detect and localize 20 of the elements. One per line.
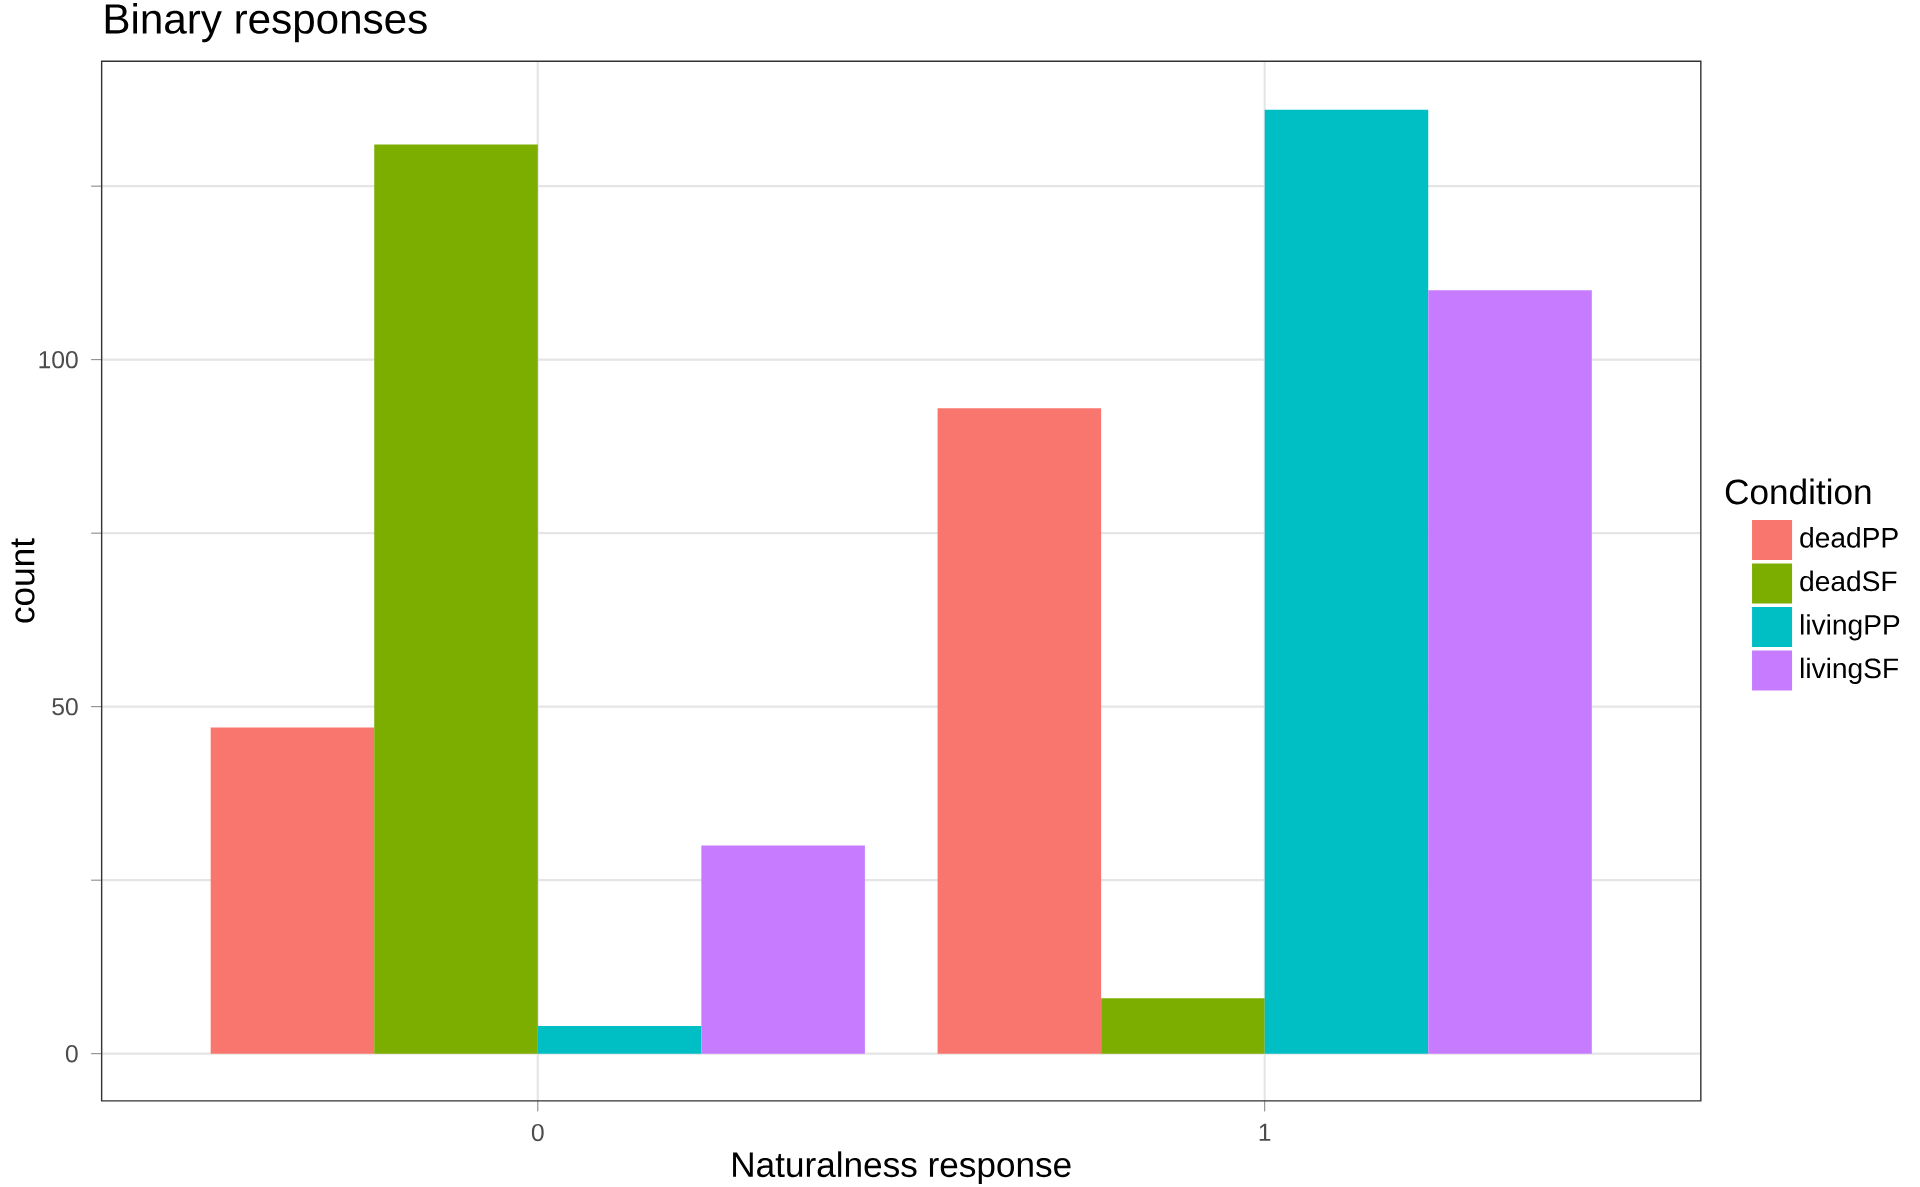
bar <box>1428 290 1592 1054</box>
legend-label: livingPP <box>1800 614 1900 641</box>
y-axis-title: count <box>11 538 35 623</box>
legend-label: deadPP <box>1800 527 1898 548</box>
legend-label: livingSF <box>1800 657 1898 685</box>
chart-title: Binary responses <box>105 3 427 43</box>
bar <box>374 144 538 1054</box>
bar <box>1264 109 1429 1054</box>
bar <box>937 408 1102 1054</box>
y-tick-label: 50 <box>52 698 78 716</box>
y-tick-label: 0 <box>65 1045 78 1063</box>
legend-title: Condition <box>1725 478 1871 505</box>
legend-label: deadSF <box>1800 570 1897 592</box>
bar <box>701 845 865 1054</box>
y-tick-label: 100 <box>39 351 78 369</box>
bar <box>210 727 375 1054</box>
x-tick-label: 1 <box>1259 1124 1271 1141</box>
x-axis-title: Naturalness response <box>733 1151 1071 1185</box>
bar <box>1101 998 1265 1054</box>
bar <box>537 1026 702 1054</box>
